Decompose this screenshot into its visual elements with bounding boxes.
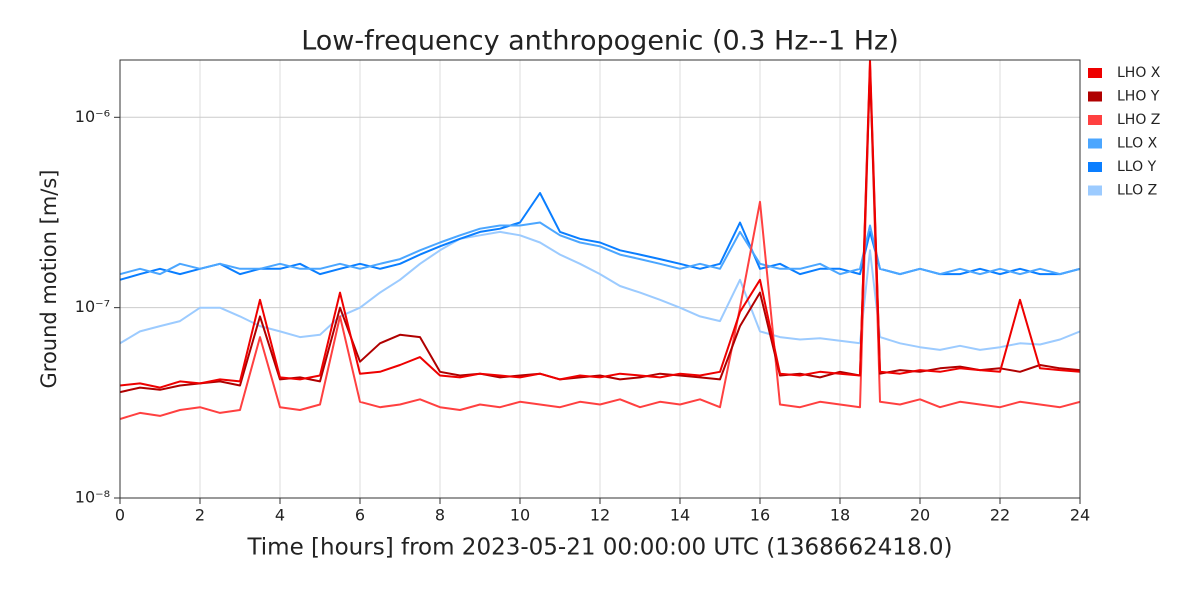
legend-label: LHO X xyxy=(1117,65,1161,81)
legend-label: LLO Z xyxy=(1117,183,1157,199)
x-tick-label: 12 xyxy=(590,506,610,525)
legend-label: LHO Z xyxy=(1117,112,1160,128)
plot-frame xyxy=(119,59,1081,499)
x-tick-label: 22 xyxy=(990,506,1010,525)
x-tick-label: 4 xyxy=(275,506,285,525)
legend-label: LLO Y xyxy=(1117,159,1157,175)
x-tick-label: 24 xyxy=(1070,506,1090,525)
x-tick-label: 0 xyxy=(115,506,125,525)
x-tick-label: 20 xyxy=(910,506,930,525)
legend-swatch xyxy=(1088,68,1102,78)
y-tick-label: 10⁻⁶ xyxy=(75,107,110,126)
legend-label: LLO X xyxy=(1117,136,1158,152)
series-line xyxy=(120,60,1080,389)
x-tick-label: 18 xyxy=(830,506,850,525)
x-axis-label: Time [hours] from 2023-05-21 00:00:00 UT… xyxy=(246,535,952,561)
y-tick-label: 10⁻⁷ xyxy=(75,297,110,316)
legend-swatch xyxy=(1088,138,1102,149)
series-line xyxy=(120,63,1080,420)
chart-title: Low-frequency anthropogenic (0.3 Hz--1 H… xyxy=(301,26,899,57)
series-line xyxy=(120,221,1080,276)
x-tick-label: 14 xyxy=(670,506,690,525)
legend-label: LHO Y xyxy=(1117,89,1160,105)
x-tick-label: 10 xyxy=(510,506,530,525)
series-line xyxy=(120,230,1080,351)
legend-swatch xyxy=(1088,185,1102,196)
legend-swatch xyxy=(1088,162,1102,172)
x-tick-label: 2 xyxy=(195,506,205,525)
y-tick-label: 10⁻⁸ xyxy=(75,488,110,507)
x-tick-label: 8 xyxy=(435,506,445,525)
legend-swatch xyxy=(1088,115,1102,125)
y-axis-label: Ground motion [m/s] xyxy=(37,170,61,389)
x-tick-label: 16 xyxy=(750,506,770,525)
legend-swatch xyxy=(1088,91,1102,102)
x-tick-label: 6 xyxy=(355,506,365,525)
